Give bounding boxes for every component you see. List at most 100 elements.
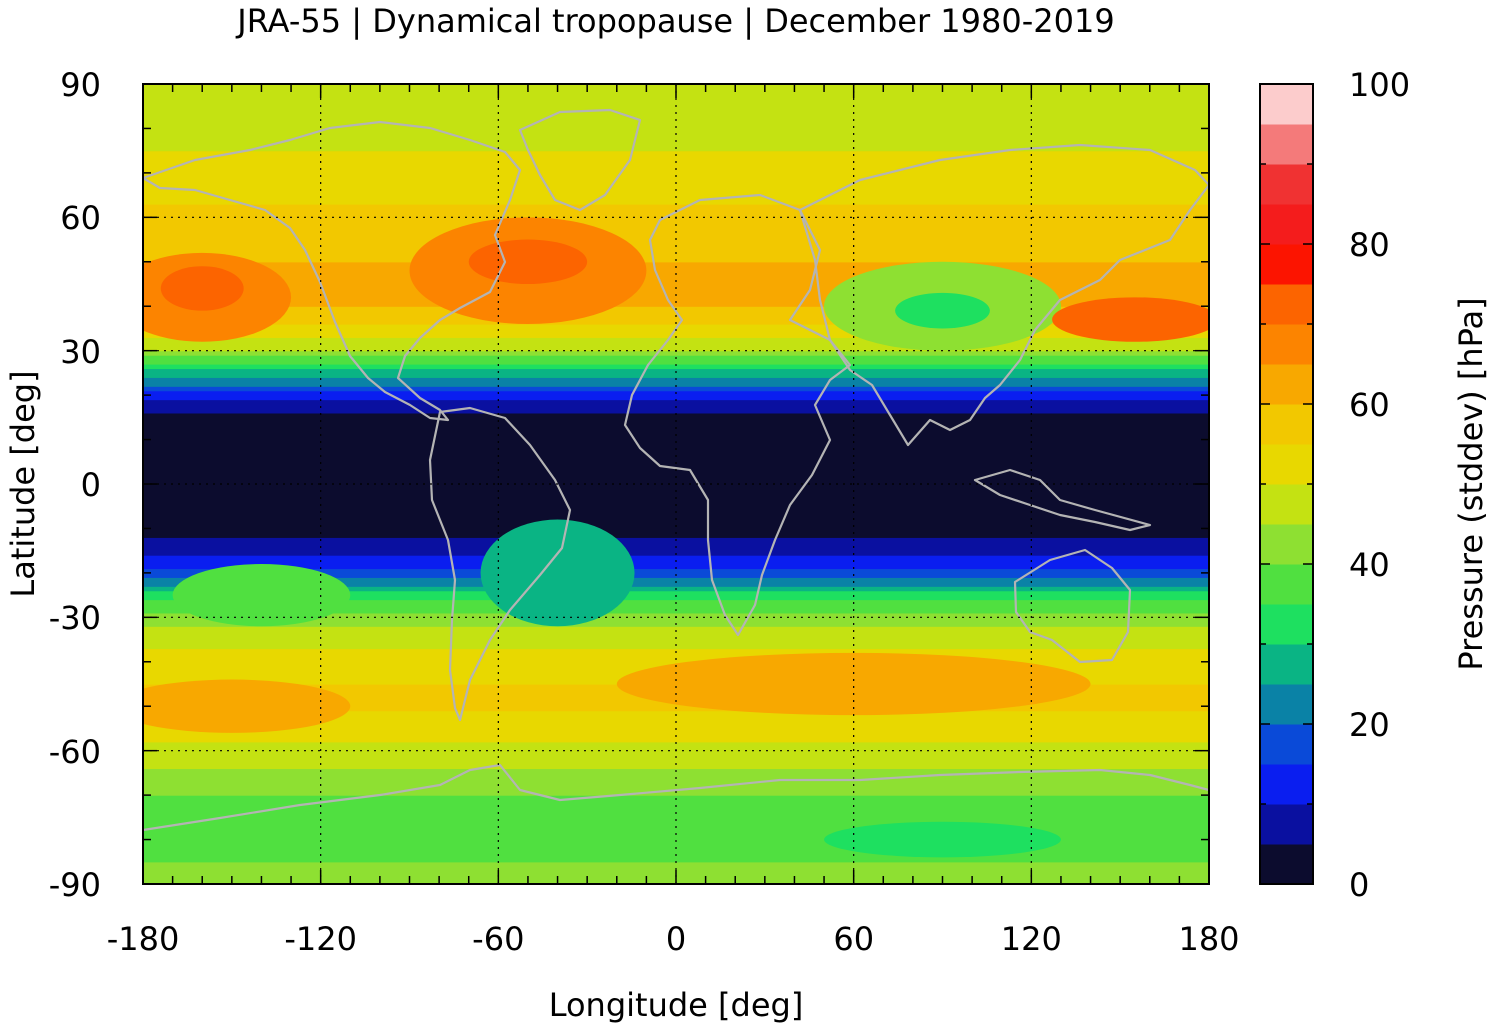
heatmap-band [143,799,1209,805]
x-tick-label: -120 [284,920,357,958]
heatmap-band [143,101,1209,107]
heatmap-band [143,772,1209,778]
heatmap-band [143,559,1209,565]
heatmap-band [143,617,1209,623]
heatmap-band [143,848,1209,854]
heatmap-cell [824,821,1061,858]
asia-coast [798,143,1209,447]
heatmap-band [143,168,1209,174]
heatmap-band [143,226,1209,232]
heatmap-band [143,128,1209,134]
colorbar-swatch [1260,764,1313,805]
y-tick-label: 60 [60,199,101,237]
heatmap-band [143,288,1209,294]
heatmap-cell [895,292,990,329]
north-america-coast [143,120,522,422]
heatmap-band [143,230,1209,236]
heatmap-band [143,528,1209,534]
antarctica-coast [143,763,1209,832]
heatmap-band [143,261,1209,267]
heatmap-band [143,381,1209,387]
heatmap-band [143,417,1209,423]
heatmap-band [143,724,1209,730]
heatmap-band [143,808,1209,814]
colorbar [1260,84,1313,885]
colorbar-tick-label: 0 [1349,866,1369,904]
heatmap-band [143,777,1209,783]
heatmap-band [143,137,1209,143]
heatmap-band [143,639,1209,645]
heatmap-band [143,252,1209,258]
colorbar-swatch [1260,724,1313,765]
heatmap-band [143,372,1209,378]
heatmap-band [143,786,1209,792]
heatmap-cell [468,239,588,284]
heatmap-band [143,190,1209,196]
y-tick-label: 30 [60,333,101,371]
chart-title: JRA-55 | Dynamical tropopause | December… [235,2,1114,40]
y-tick-label: -30 [49,599,101,637]
heatmap-band [143,186,1209,192]
heatmap-band [143,239,1209,245]
grid-lines [143,84,1209,884]
heatmap-band [143,510,1209,516]
colorbar-tick-label: 80 [1349,226,1390,264]
heatmap-band [143,106,1209,112]
heatmap-band [143,212,1209,218]
greenland-coast [518,108,642,212]
heatmap-band [143,839,1209,845]
heatmap-band [143,350,1209,356]
heatmap-band [143,564,1209,570]
heatmap-band [143,132,1209,138]
heatmap-band [143,492,1209,498]
colorbar-swatch [1260,324,1313,365]
y-tick-label: 90 [60,66,101,104]
heatmap-band [143,444,1209,450]
colorbar-swatch [1260,204,1313,245]
heatmap-band [143,479,1209,485]
heatmap-band [143,217,1209,223]
europe-africa-coast [623,193,852,637]
colorbar-ticks [1260,83,1313,885]
heatmap-band [143,555,1209,561]
heatmap-cell [480,519,635,627]
y-tick-label: 0 [81,466,101,504]
heatmap-band [143,710,1209,716]
australia-coast [1013,548,1132,664]
coastline-outlines [143,108,1209,832]
heatmap-cell [1052,297,1209,342]
heatmap-band [143,568,1209,574]
heatmap-band [143,470,1209,476]
y-tick-labels: 90 60 30 0 -30 -60 -90 [49,66,101,904]
heatmap-band [143,359,1209,365]
heatmap-band [143,235,1209,241]
colorbar-tick-labels: 0 20 40 60 80 100 [1349,66,1410,904]
colorbar-swatch [1260,684,1313,725]
heatmap-band [143,115,1209,121]
heatmap-band [143,506,1209,512]
colorbar-swatch [1260,84,1313,125]
x-tick-label: 60 [833,920,874,958]
heatmap-band [143,301,1209,307]
heatmap-band [143,337,1209,343]
heatmap-band [143,399,1209,405]
heatmap-band [143,346,1209,352]
heatmap-band [143,612,1209,618]
colorbar-tick-label: 100 [1349,66,1410,104]
heatmap-band [143,248,1209,254]
x-axis-label: Longitude [deg] [549,986,804,1024]
colorbar-tick-label: 40 [1349,546,1390,584]
x-tick-label: 180 [1178,920,1239,958]
heatmap-band [143,728,1209,734]
y-axis-label: Latitude [deg] [4,370,42,597]
colorbar-swatch [1260,444,1313,485]
heatmap-cell [172,564,351,627]
heatmap-band [143,546,1209,552]
x-tick-label: -60 [472,920,524,958]
regional-anomalies [143,217,1209,858]
colorbar-swatch [1260,564,1313,605]
x-tick-label: -180 [107,920,180,958]
heatmap-band [143,844,1209,850]
colorbar-swatch [1260,644,1313,685]
